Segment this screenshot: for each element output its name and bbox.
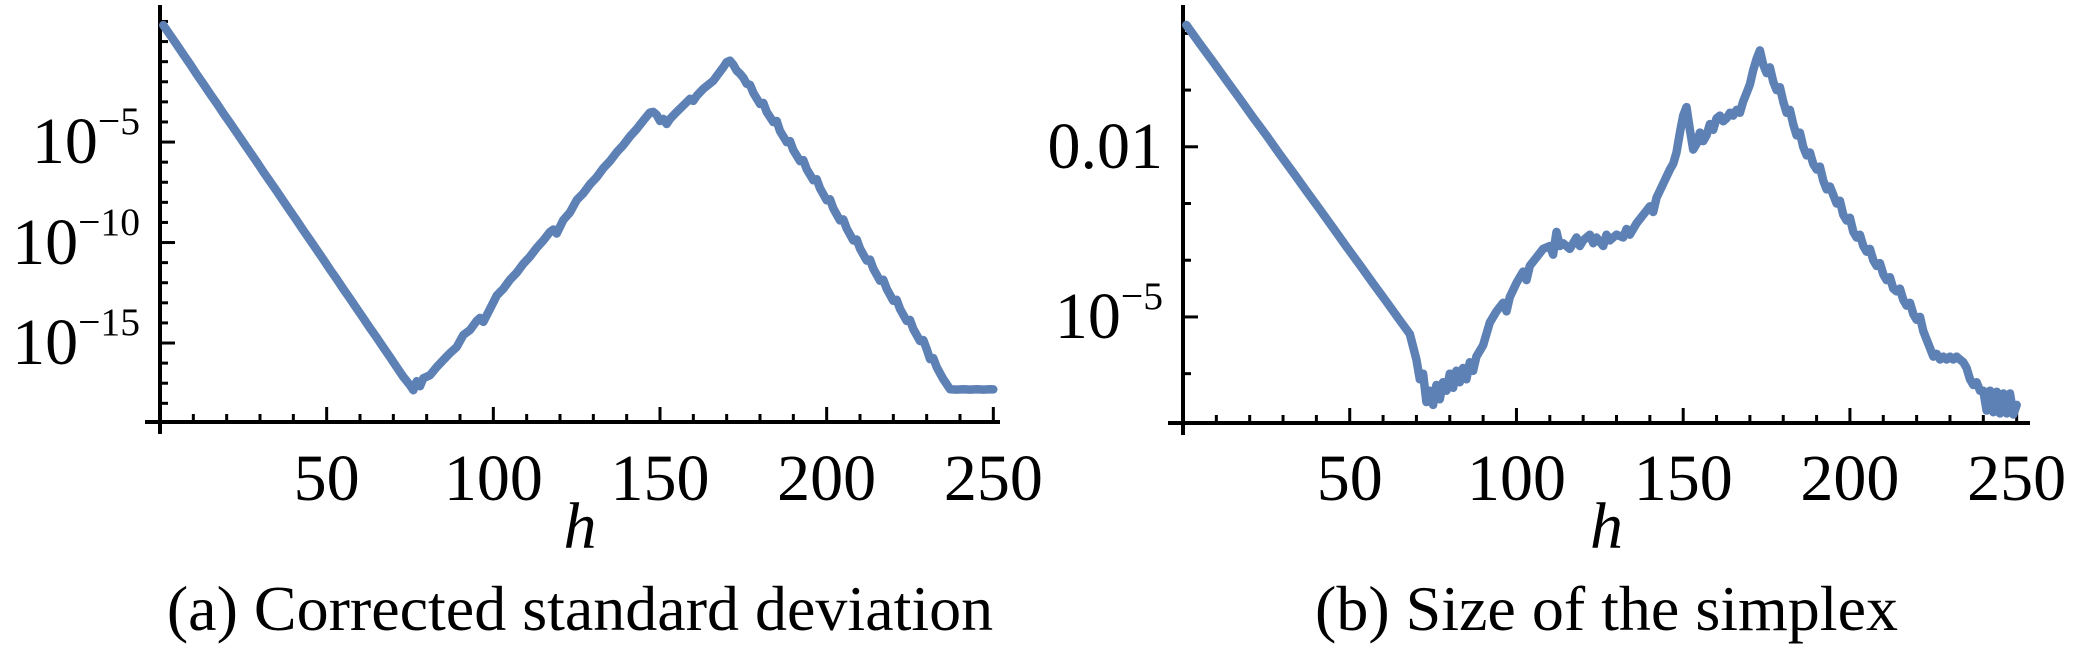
- chart-b: h (b) Size of the simplex 50 100 150 200 250…: [1030, 0, 2079, 651]
- x-axis-title-b: h: [1590, 490, 1623, 563]
- x-tick-label: 50: [1316, 442, 1383, 515]
- y-tick-label: 10 −5: [31, 99, 140, 179]
- chart-a: h (a) Corrected standard deviation 50 100…: [0, 0, 1043, 651]
- plot-area-b: [1168, 5, 2030, 435]
- x-tick-label: 150: [610, 442, 710, 515]
- caption-b: (b) Size of the simplex: [1315, 573, 1898, 644]
- x-tick-label: 250: [1967, 442, 2067, 515]
- caption-a: (a) Corrected standard deviation: [166, 573, 994, 644]
- x-tick-label: 250: [943, 442, 1043, 515]
- x-tick-label: 100: [1466, 442, 1566, 515]
- plot-area-a: [145, 5, 1000, 434]
- x-tick-label: 200: [777, 442, 877, 515]
- y-tick-label: 0.01: [1047, 109, 1164, 183]
- x-tick-label: 50: [293, 442, 360, 515]
- y-tick-label: 10 −5: [1054, 274, 1163, 353]
- x-tick-label: 150: [1633, 442, 1733, 515]
- x-tick-label: 100: [443, 442, 543, 515]
- y-tick-label: 10 −15: [12, 300, 140, 380]
- y-tick-label: 10 −10: [12, 199, 140, 279]
- series-line-corrected-standard-deviation: [159, 20, 998, 395]
- series-line-size-of-the-simplex: [1182, 20, 2021, 419]
- x-axis-title-a: h: [563, 490, 597, 563]
- x-tick-label: 200: [1800, 442, 1900, 515]
